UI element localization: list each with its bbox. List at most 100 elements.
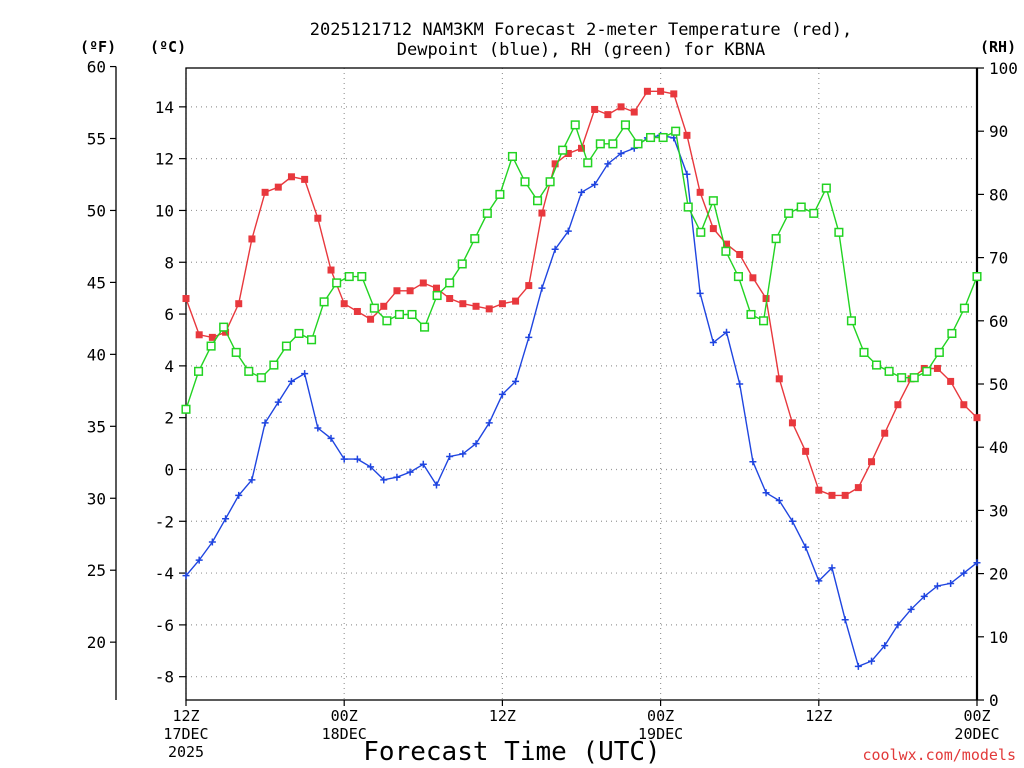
temperature-point [195,331,203,339]
rh-point [897,373,907,383]
temperature-point [551,160,559,168]
celsius-tick-label: 14 [155,98,174,117]
temperature-point [274,183,282,191]
x-tick-label: 12Z [489,707,516,725]
credit-text: coolwx.com/models [862,746,1016,764]
rh-point [495,189,505,199]
dewpoint-point [472,440,480,448]
rh-point [332,278,342,288]
rh-point [671,126,681,136]
x-tick-label: 18DEC [322,725,367,743]
rh-point [470,234,480,244]
dewpoint-point [973,559,981,567]
dewpoint-point [894,621,902,629]
series-dewpoint [182,131,981,670]
celsius-tick-label: -4 [155,564,174,583]
rh-point [733,272,743,282]
temperature-point [788,419,796,427]
chart-title-line-2: Dewpoint (blue), RH (green) for KBNA [397,40,765,60]
fahrenheit-axis-unit: (ºF) [80,38,116,56]
celsius-tick-label: -8 [155,668,174,687]
dewpoint-point [367,463,375,471]
temperature-point [933,364,941,372]
fahrenheit-tick-label: 45 [87,273,106,292]
temperature-point [657,87,665,95]
dewpoint-point [380,476,388,484]
fahrenheit-tick-label: 20 [87,633,106,652]
temperature-point [498,300,506,308]
rh-point [658,132,668,143]
dewpoint-point [775,497,783,505]
rh-point [796,202,806,212]
rh-point [357,272,367,282]
dewpoint-point [406,468,414,476]
celsius-axis-unit: (ºC) [150,38,186,56]
rh-tick-label: 20 [989,565,1008,584]
rh-point [294,328,304,338]
temperature-point [973,414,981,422]
dewpoint-point [788,517,796,525]
rh-point [784,208,794,218]
rh-point [344,272,354,282]
rh-point [194,366,204,376]
dewpoint-point [301,370,309,378]
rh-point [545,177,555,187]
temperature-point [630,108,638,116]
rh-point [382,316,392,326]
temperature-point [406,287,414,295]
rh-point [846,316,856,326]
series-rh [181,120,982,414]
temperature-point [723,240,731,248]
dewpoint-point [933,582,941,590]
fahrenheit-tick-label: 40 [87,345,106,364]
rh-point [583,158,593,168]
temperature-point [960,401,968,409]
dewpoint-point [591,181,599,189]
rh-point [620,120,630,130]
rh-tick-label: 80 [989,185,1008,204]
rh-tick-label: 0 [989,691,999,710]
temperature-point [235,300,243,308]
rh-tick-label: 40 [989,438,1008,457]
temperature-point [248,235,256,243]
fahrenheit-tick-label: 55 [87,130,106,149]
x-tick-label: 00Z [331,707,358,725]
temperature-point [393,287,401,295]
rh-point [369,303,379,313]
rh-point [256,373,266,383]
rh-point [972,272,982,282]
dewpoint-point [498,390,506,398]
dewpoint-point [947,579,955,587]
dewpoint-point [182,572,190,580]
rh-point [520,177,530,187]
fahrenheit-tick-label: 35 [87,417,106,436]
rh-point [721,246,731,256]
temperature-point [432,284,440,292]
dewpoint-point [841,616,849,624]
temperature-point [749,274,757,282]
rh-point [181,404,191,414]
celsius-tick-label: 6 [164,305,174,324]
temperature-point [340,300,348,308]
x-tick-label: 00Z [647,707,674,725]
dewpoint-point [274,398,282,406]
rh-point [482,208,492,218]
temperature-point [301,175,309,183]
dewpoint-point [485,419,493,427]
rh-point [934,347,944,357]
rh-point [457,259,467,269]
dewpoint-point [920,592,928,600]
dewpoint-point [314,424,322,432]
rh-point [558,145,568,155]
temperature-point [261,188,269,196]
temperature-point [459,300,467,308]
temperature-point [696,188,704,196]
temperature-point [182,295,190,303]
temperature-point [446,295,454,303]
dewpoint-point [815,577,823,585]
rh-point [570,120,580,130]
rh-point [507,151,517,162]
dewpoint-point [525,333,533,341]
chart-title-line-1: 2025121712 NAM3KM Forecast 2-meter Tempe… [310,20,852,40]
